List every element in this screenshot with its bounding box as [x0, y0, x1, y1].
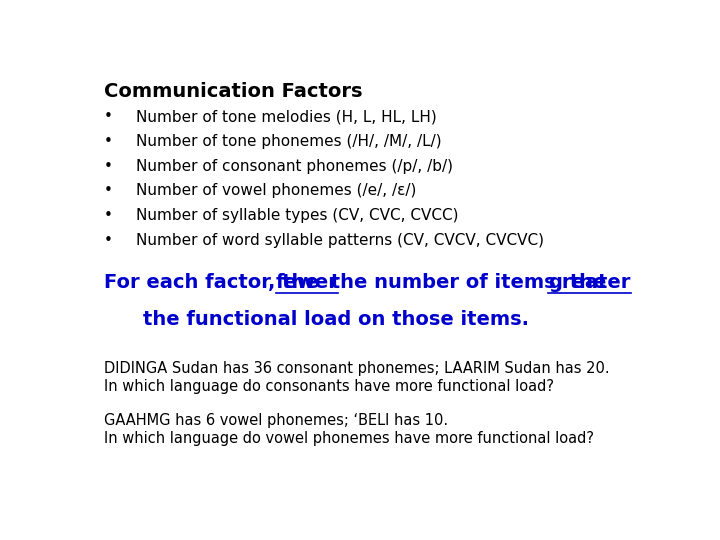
Text: Number of tone phonemes (/H/, /M/, /L/): Number of tone phonemes (/H/, /M/, /L/): [137, 134, 442, 149]
Text: For each factor, the: For each factor, the: [104, 273, 325, 292]
Text: GAAHMG has 6 vowel phonemes; ‘BELI has 10.: GAAHMG has 6 vowel phonemes; ‘BELI has 1…: [104, 413, 448, 428]
Text: the number of items, the: the number of items, the: [324, 273, 613, 292]
Text: Number of word syllable patterns (CV, CVCV, CVCVC): Number of word syllable patterns (CV, CV…: [137, 233, 544, 248]
Text: •: •: [104, 134, 113, 149]
Text: •: •: [104, 110, 113, 124]
Text: Number of syllable types (CV, CVC, CVCC): Number of syllable types (CV, CVC, CVCC): [137, 208, 459, 223]
Text: the functional load on those items.: the functional load on those items.: [143, 309, 528, 329]
Text: Number of tone melodies (H, L, HL, LH): Number of tone melodies (H, L, HL, LH): [137, 110, 437, 124]
Text: •: •: [104, 233, 113, 248]
Text: fewer: fewer: [276, 273, 338, 292]
Text: In which language do vowel phonemes have more functional load?: In which language do vowel phonemes have…: [104, 430, 594, 445]
Text: •: •: [104, 184, 113, 198]
Text: In which language do consonants have more functional load?: In which language do consonants have mor…: [104, 379, 554, 394]
Text: Number of consonant phonemes (/p/, /b/): Number of consonant phonemes (/p/, /b/): [137, 159, 454, 174]
Text: Number of vowel phonemes (/e/, /ε/): Number of vowel phonemes (/e/, /ε/): [137, 184, 417, 198]
Text: •: •: [104, 208, 113, 223]
Text: DIDINGA Sudan has 36 consonant phonemes; LAARIM Sudan has 20.: DIDINGA Sudan has 36 consonant phonemes;…: [104, 361, 610, 376]
Text: •: •: [104, 159, 113, 174]
Text: greater: greater: [549, 273, 631, 292]
Text: Communication Factors: Communication Factors: [104, 82, 362, 101]
